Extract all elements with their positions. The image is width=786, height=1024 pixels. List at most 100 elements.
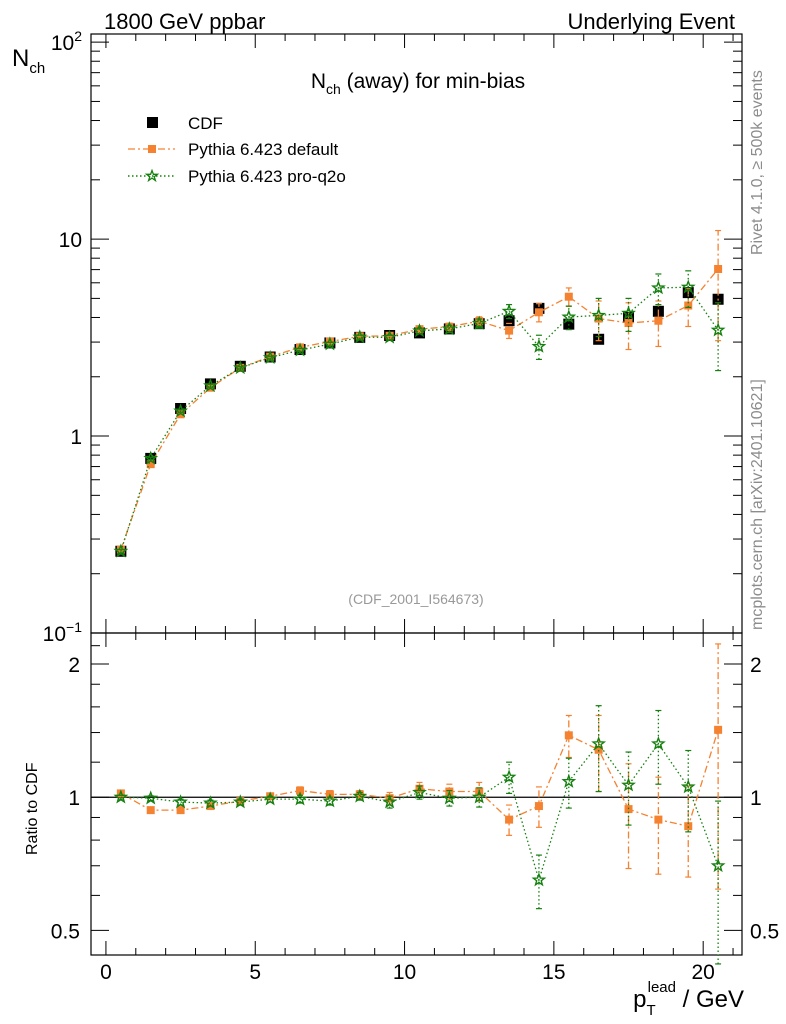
ratio-pythia-6-423-default-point — [684, 822, 693, 831]
ratio-pythia-6-423-default-point — [146, 806, 155, 815]
main-y-tick-label: 10 — [59, 229, 82, 252]
ratio-pythia-6-423-default-point — [355, 790, 364, 799]
ratio-pythia-6-423-default-point — [296, 786, 305, 795]
ratio-pythia-6-423-pro-q2o-point — [412, 784, 427, 799]
x-tick-label: 20 — [691, 961, 714, 984]
main-pythia-6-423-pro-q2o-point — [412, 323, 427, 338]
ratio-pythia-6-423-pro-q2o-point — [352, 788, 368, 803]
main-cdf-point — [503, 315, 515, 327]
main-pythia-6-423-default-point — [475, 317, 484, 326]
ratio-pythia-6-423-default-point — [505, 815, 514, 824]
ratio-pythia-6-423-pro-q2o-point — [710, 857, 726, 873]
ratio-pythia-6-423-default-point — [534, 802, 543, 811]
ratio-pythia-6-423-default-point — [236, 797, 245, 806]
ratio-panel-frame — [90, 632, 743, 956]
main-pythia-6-423-default-point — [684, 301, 693, 310]
ratio-pythia-6-423-pro-q2o-point — [382, 794, 398, 809]
ratio-y-tick-label-right: 2 — [750, 654, 762, 677]
ratio-pythia-6-423-default-point — [176, 806, 185, 815]
ratio-data-marks — [113, 643, 726, 965]
analysis-id: (CDF_2001_I564673) — [348, 591, 483, 607]
x-tick-label: 10 — [393, 961, 416, 984]
ratio-pythia-6-423-pro-q2o-point — [232, 794, 248, 809]
main-pythia-6-423-pro-q2o-point — [322, 336, 338, 351]
main-data-marks — [113, 229, 726, 558]
legend-proq2o-label: Pythia 6.423 pro-q2o — [188, 167, 346, 186]
legend-default-marker — [148, 145, 156, 153]
ratio-pythia-6-423-pro-q2o-point — [262, 791, 278, 806]
ratio-axis-ticks: 0 5 10 15 20 0.5 0.5 1 1 2 2 — [51, 633, 779, 984]
ratio-pythia-6-423-default-point — [624, 805, 633, 814]
ratio-pythia-6-423-pro-q2o-point — [621, 777, 636, 792]
x-axis-label: pTlead / GeV — [633, 979, 744, 1019]
main-pythia-6-423-pro-q2o-point — [591, 307, 607, 322]
main-pythia-6-423-default-point — [445, 322, 454, 331]
main-pythia-6-423-pro-q2o-point — [561, 309, 577, 324]
main-pythia-6-423-pro-q2o-point — [232, 360, 248, 375]
legend-proq2o-marker — [144, 168, 160, 183]
main-axis-ticks: 102 10 1 10−1 — [43, 28, 742, 646]
main-pythia-6-423-pro-q2o-point — [203, 377, 218, 393]
main-pythia-6-423-default-point — [296, 343, 305, 352]
main-pythia-6-423-default-point — [654, 316, 663, 325]
main-pythia-6-423-pro-q2o-point — [382, 329, 398, 344]
ratio-pythia-6-423-default-point — [415, 784, 424, 793]
main-pythia-6-423-pro-q2o-point — [173, 403, 189, 418]
main-pythia-6-423-pro-q2o-point — [621, 305, 636, 320]
rivet-label: Rivet 4.1.0, ≥ 500k events — [749, 70, 766, 255]
ratio-pythia-6-423-pro-q2o-point — [650, 736, 666, 751]
main-pythia-6-423-pro-q2o-point — [650, 280, 666, 295]
ratio-pythia-6-423-pro-q2o-point — [591, 736, 607, 751]
main-pythia-6-423-pro-q2o-point — [143, 450, 159, 465]
x-tick-label: 0 — [100, 961, 112, 984]
legend: CDF Pythia 6.423 default Pythia 6.423 pr… — [128, 114, 346, 186]
ratio-pythia-6-423-default-point — [714, 725, 723, 734]
main-y-tick-label: 102 — [51, 28, 82, 55]
ratio-y-tick-label-right: 0.5 — [750, 920, 779, 943]
main-title: Nch (away) for min-bias — [311, 70, 525, 97]
ratio-pythia-6-423-pro-q2o-point — [203, 795, 218, 810]
legend-cdf-label: CDF — [188, 114, 223, 133]
main-pythia-6-423-pro-q2o-point — [471, 315, 487, 330]
header-left: 1800 GeV ppbar — [104, 9, 265, 34]
ratio-pythia-6-423-pro-q2o-point — [680, 779, 696, 794]
main-pythia-6-423-default-point — [146, 460, 155, 469]
ratio-pythia-6-423-default-point — [654, 815, 663, 824]
ratio-ylabel: Ratio to CDF — [24, 762, 41, 855]
ratio-pythia-6-423-pro-q2o-point — [143, 790, 159, 805]
ratio-pythia-6-423-pro-q2o-point — [441, 790, 457, 805]
main-pythia-6-423-default-point — [325, 337, 334, 346]
ratio-pythia-6-423-default-point — [564, 731, 573, 740]
main-pythia-6-423-pro-q2o-point — [531, 338, 547, 353]
main-pythia-6-423-default-point — [714, 265, 723, 274]
ratio-y-tick-label: 0.5 — [51, 920, 80, 943]
mcplots-label: mcplots.cern.ch [arXiv:2401.10621] — [749, 379, 766, 630]
main-pythia-6-423-pro-q2o-point — [501, 303, 517, 318]
ratio-y-tick-label: 1 — [68, 787, 80, 810]
main-pythia-6-423-pro-q2o-point — [710, 322, 726, 337]
legend-cdf-marker — [147, 117, 158, 128]
main-pythia-6-423-default-point — [355, 332, 364, 341]
legend-default-label: Pythia 6.423 default — [188, 140, 339, 159]
main-pythia-6-423-default-point — [534, 308, 543, 317]
main-pythia-6-423-pro-q2o-line — [120, 286, 719, 552]
main-y-tick-label: 10−1 — [43, 619, 83, 646]
ratio-y-tick-label: 2 — [68, 654, 80, 677]
main-ylabel: Nch — [12, 45, 45, 77]
main-cdf-point — [175, 403, 187, 415]
ratio-pythia-6-423-pro-q2o-point — [292, 791, 308, 806]
ratio-pythia-6-423-pro-q2o-point — [113, 789, 129, 804]
ratio-pythia-6-423-pro-q2o-point — [173, 794, 189, 809]
ratio-pythia-6-423-pro-q2o-point — [531, 872, 547, 887]
main-pythia-6-423-default-point — [564, 292, 573, 301]
main-pythia-6-423-pro-q2o-point — [352, 329, 368, 344]
main-pythia-6-423-pro-q2o-point — [680, 279, 696, 294]
main-pythia-6-423-pro-q2o-point — [441, 321, 457, 336]
header-right: Underlying Event — [567, 9, 735, 34]
main-pythia-6-423-pro-q2o-point — [292, 342, 308, 357]
ratio-pythia-6-423-pro-q2o-point — [561, 773, 577, 788]
main-pythia-6-423-default-point — [505, 326, 514, 335]
main-pythia-6-423-pro-q2o-point — [262, 349, 278, 364]
ratio-pythia-6-423-pro-q2o-point — [471, 789, 487, 804]
